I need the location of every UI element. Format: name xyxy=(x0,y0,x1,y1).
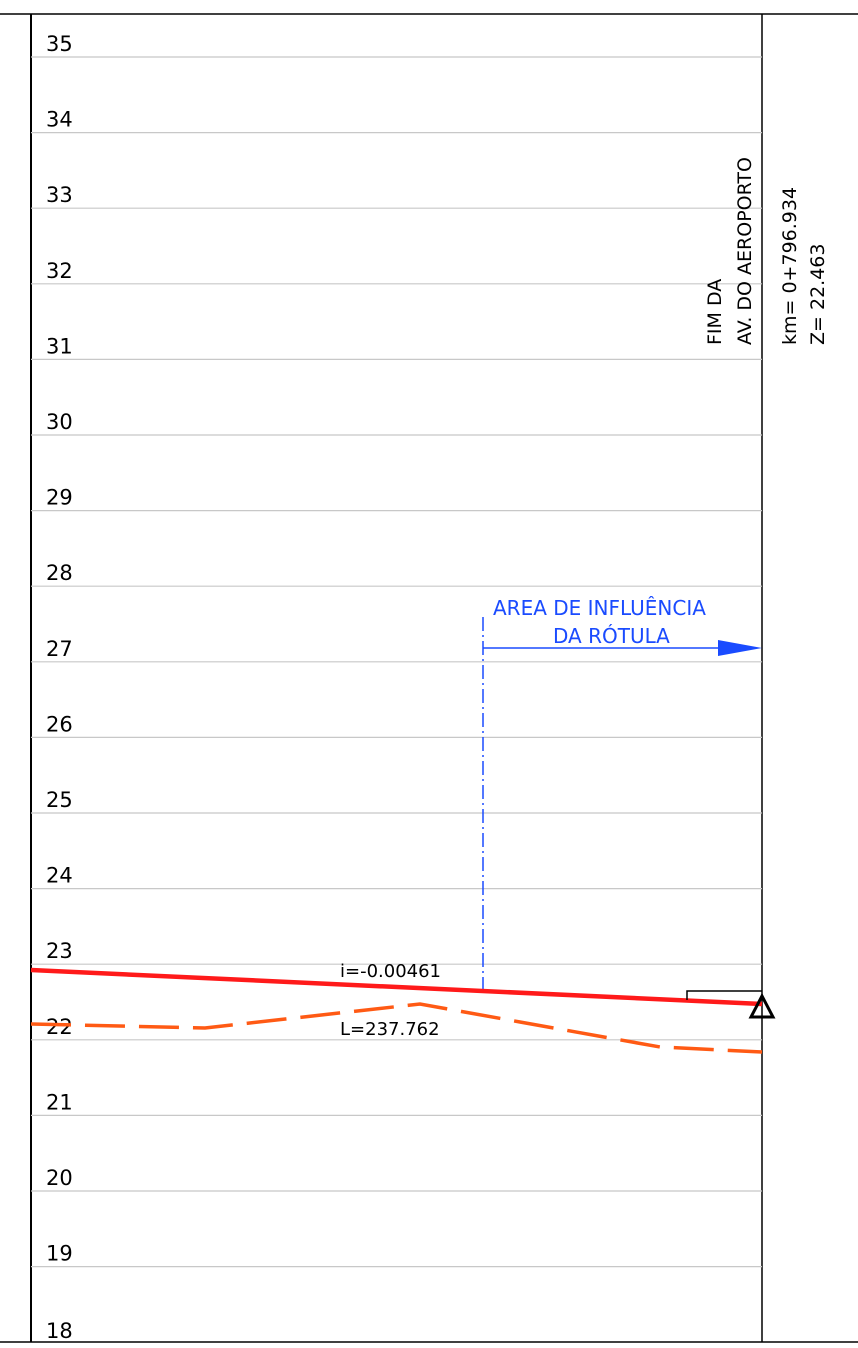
end-label-line1: FIM DA xyxy=(704,279,726,345)
elevation-label: 19 xyxy=(46,1242,73,1266)
elevation-label: 29 xyxy=(46,486,73,510)
elevation-label: 30 xyxy=(46,410,73,434)
terrain-line xyxy=(30,1002,763,1054)
elevation-label: 26 xyxy=(46,712,73,736)
influence-label-line2: DA RÓTULA xyxy=(553,624,670,648)
grade-label: i=-0.00461 xyxy=(340,961,441,982)
end-triangle-icon xyxy=(748,992,776,1019)
chainage-label: km= 0+796.934 xyxy=(779,187,801,345)
elevation-label: 27 xyxy=(46,637,73,661)
elevation-grid: 35 34 33 32 31 30 29 28 27 26 25 24 23 22 21 20 19 18 xyxy=(31,32,762,1343)
elevation-label: 24 xyxy=(46,864,73,888)
influence-label-line1: AREA DE INFLUÊNCIA xyxy=(493,596,706,620)
end-label-line2: AV. DO AEROPORTO xyxy=(734,157,756,345)
elevation-value-label: Z= 22.463 xyxy=(807,244,829,345)
elevation-label: 25 xyxy=(46,788,73,812)
influence-arrow-icon xyxy=(718,640,762,656)
elevation-label: 22 xyxy=(46,1015,73,1039)
elevation-label: 28 xyxy=(46,561,73,585)
elevation-label: 33 xyxy=(46,183,73,207)
elevation-label: 35 xyxy=(46,32,73,56)
elevation-label: 32 xyxy=(46,259,73,283)
length-label: L=237.762 xyxy=(340,1019,440,1040)
elevation-label: 18 xyxy=(46,1319,73,1343)
elevation-label: 21 xyxy=(46,1090,73,1114)
vertex-bracket xyxy=(686,990,762,1000)
grade-line xyxy=(30,967,763,1007)
elevation-label: 31 xyxy=(46,334,73,358)
elevation-label: 23 xyxy=(46,939,73,963)
elevation-label: 34 xyxy=(46,108,73,132)
elevation-label: 20 xyxy=(46,1166,73,1190)
